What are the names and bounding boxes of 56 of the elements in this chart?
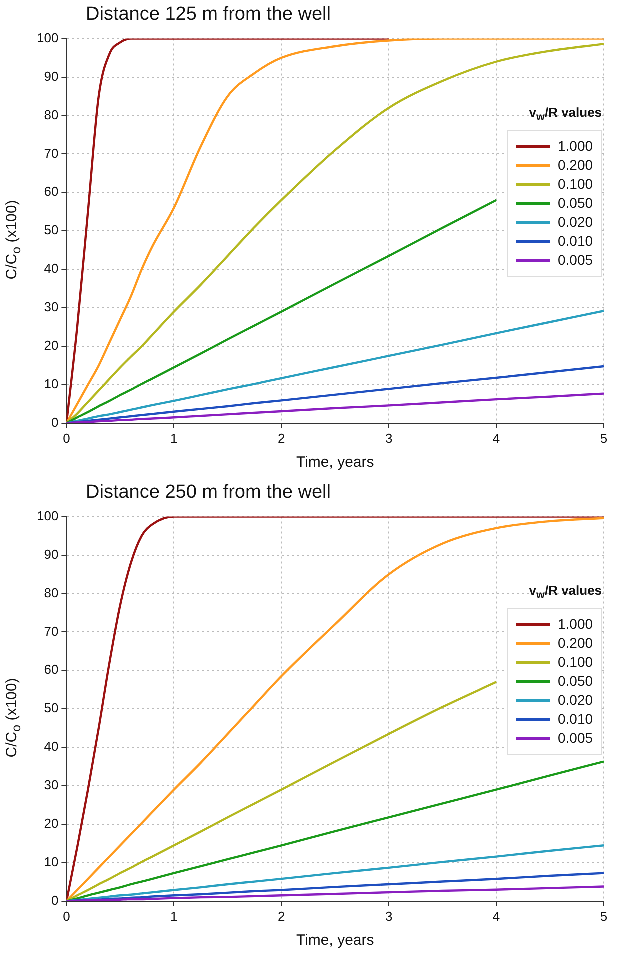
y-tick-label: 90: [44, 68, 59, 84]
y-tick-label: 80: [44, 585, 59, 600]
y-tick-label: 30: [44, 778, 59, 793]
legend-label: 0.010: [558, 711, 594, 728]
chart-title: Distance 125 m from the well: [86, 4, 331, 26]
y-tick-label: 0: [51, 892, 59, 908]
x-axis-title: Time, years: [296, 454, 374, 472]
x-axis-title: Time, years: [296, 932, 374, 950]
y-tick-label: 10: [44, 376, 59, 392]
line-series: [66, 681, 498, 902]
y-tick-label: 70: [44, 624, 59, 639]
y-tick-label: 60: [44, 184, 59, 200]
y-tick-label: 70: [44, 146, 59, 161]
legend-label: 0.020: [558, 692, 594, 708]
x-tick-label: 4: [492, 908, 500, 924]
x-tick-label: 2: [278, 908, 286, 924]
legend-label: 0.100: [558, 176, 594, 192]
legend-title: v$_{w}$/R values: [528, 105, 602, 124]
y-tick-label: 90: [44, 546, 59, 562]
legend-label: 1.000: [558, 616, 594, 632]
legend-label: 0.005: [558, 730, 594, 746]
y-tick-label: 100: [36, 508, 59, 524]
y-tick-label: 80: [44, 107, 59, 122]
x-tick-label: 3: [385, 430, 393, 446]
y-tick-label: 50: [44, 222, 59, 238]
x-tick-label: 0: [63, 908, 70, 924]
legend-label: 0.200: [558, 635, 594, 652]
x-tick-label: 1: [170, 908, 178, 924]
legend-label: 1.000: [558, 138, 594, 154]
y-tick-label: 50: [44, 700, 59, 716]
legend-label: 0.100: [558, 654, 594, 670]
legend-label: 0.020: [558, 214, 594, 230]
legend-title: v$_{w}$/R values: [528, 583, 602, 602]
y-tick-label: 60: [44, 662, 59, 678]
y-tick-label: 20: [44, 338, 59, 354]
legend-label: 0.050: [558, 673, 594, 690]
legend-label: 0.050: [558, 195, 594, 212]
x-tick-label: 0: [63, 430, 70, 446]
x-tick-label: 2: [278, 430, 286, 446]
y-tick-label: 100: [36, 30, 59, 46]
y-tick-label: 10: [44, 854, 59, 870]
line-series: [66, 199, 498, 424]
x-tick-label: 5: [600, 908, 608, 924]
legend-label: 0.005: [558, 252, 594, 268]
x-tick-label: 3: [385, 908, 393, 924]
y-tick-label: 40: [44, 261, 59, 276]
x-tick-label: 4: [492, 430, 500, 446]
x-tick-label: 5: [600, 430, 608, 446]
y-tick-label: 20: [44, 816, 59, 832]
y-tick-label: 30: [44, 300, 59, 315]
legend-label: 0.200: [558, 157, 594, 174]
y-tick-label: 0: [51, 414, 59, 430]
y-tick-label: 40: [44, 739, 59, 754]
legend-label: 0.010: [558, 233, 594, 250]
chart-title: Distance 250 m from the well: [86, 482, 331, 504]
x-tick-label: 1: [170, 430, 178, 446]
